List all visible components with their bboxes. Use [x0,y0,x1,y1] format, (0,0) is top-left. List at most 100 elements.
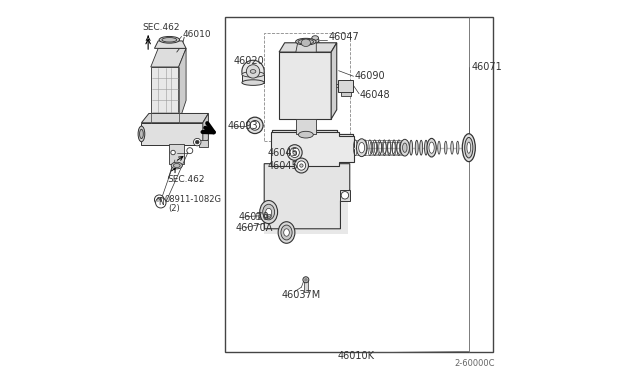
Ellipse shape [242,71,264,77]
Ellipse shape [358,142,365,153]
Circle shape [193,138,201,146]
Ellipse shape [456,141,459,154]
Ellipse shape [444,141,447,154]
Circle shape [154,195,164,205]
Ellipse shape [262,204,275,220]
Ellipse shape [242,80,264,86]
Ellipse shape [427,138,436,157]
Ellipse shape [260,201,278,224]
Ellipse shape [173,164,180,167]
Polygon shape [179,48,186,123]
Text: SEC.462: SEC.462 [142,23,180,32]
Ellipse shape [297,161,306,170]
Polygon shape [296,43,316,52]
Ellipse shape [356,139,367,157]
Polygon shape [151,67,179,123]
Text: 46047: 46047 [328,32,359,42]
Polygon shape [264,164,348,234]
Text: 46045: 46045 [268,148,299,157]
Circle shape [156,198,166,208]
Ellipse shape [420,140,422,155]
Ellipse shape [172,162,182,169]
Ellipse shape [159,36,180,43]
Ellipse shape [296,38,316,45]
Ellipse shape [138,126,145,142]
Circle shape [195,140,199,144]
Text: 2-60000C: 2-60000C [454,359,495,368]
Polygon shape [279,52,331,119]
Text: 46037M: 46037M [282,290,321,300]
Text: 08911-1082G: 08911-1082G [165,195,222,204]
Ellipse shape [287,145,302,160]
Ellipse shape [312,36,319,40]
Polygon shape [296,119,316,134]
Text: (2): (2) [168,204,180,213]
Circle shape [341,192,349,199]
Ellipse shape [400,140,410,156]
Circle shape [303,277,309,283]
Polygon shape [199,140,209,147]
Bar [225,17,493,352]
Ellipse shape [415,140,418,155]
Text: 46070: 46070 [239,212,269,221]
Text: 46020: 46020 [234,57,264,66]
Text: 46070A: 46070A [236,223,273,232]
Polygon shape [141,113,209,123]
Ellipse shape [298,131,314,138]
Ellipse shape [465,138,473,158]
Text: 46093: 46093 [228,121,259,131]
Ellipse shape [266,208,271,216]
Text: 46010: 46010 [182,30,211,39]
Ellipse shape [268,214,270,217]
Polygon shape [338,80,353,92]
Polygon shape [341,92,351,96]
Ellipse shape [462,134,476,162]
Text: 46071: 46071 [472,62,502,72]
Ellipse shape [301,39,310,46]
Ellipse shape [311,40,319,46]
Polygon shape [279,43,337,52]
Text: SEC.462: SEC.462 [168,175,205,184]
Ellipse shape [267,213,271,218]
Circle shape [187,148,193,154]
Polygon shape [340,190,349,201]
Polygon shape [271,132,354,166]
Ellipse shape [312,37,319,43]
Ellipse shape [451,141,453,154]
Ellipse shape [298,39,314,44]
Ellipse shape [467,142,470,153]
Circle shape [246,65,260,78]
Ellipse shape [162,38,177,42]
Ellipse shape [294,158,308,173]
Ellipse shape [281,225,292,240]
Polygon shape [303,280,308,292]
Polygon shape [264,214,268,217]
Polygon shape [331,43,337,119]
Polygon shape [170,144,184,164]
Ellipse shape [284,229,289,236]
Polygon shape [154,41,186,48]
Ellipse shape [293,151,296,154]
Text: 46045: 46045 [268,161,299,170]
Circle shape [171,150,175,155]
Ellipse shape [424,140,428,155]
Polygon shape [271,130,353,147]
Ellipse shape [300,164,303,167]
Polygon shape [264,164,349,229]
Circle shape [305,278,307,281]
Polygon shape [271,130,353,164]
Polygon shape [141,123,203,145]
Ellipse shape [403,143,407,153]
Text: N: N [157,197,162,203]
Text: 46048: 46048 [360,90,390,100]
Bar [264,33,349,141]
Ellipse shape [438,141,440,154]
Circle shape [246,117,263,134]
Ellipse shape [278,222,295,243]
Polygon shape [242,74,264,83]
Ellipse shape [410,140,413,155]
Ellipse shape [290,148,300,158]
Text: N: N [158,198,164,207]
Ellipse shape [140,129,143,139]
Ellipse shape [250,70,256,73]
